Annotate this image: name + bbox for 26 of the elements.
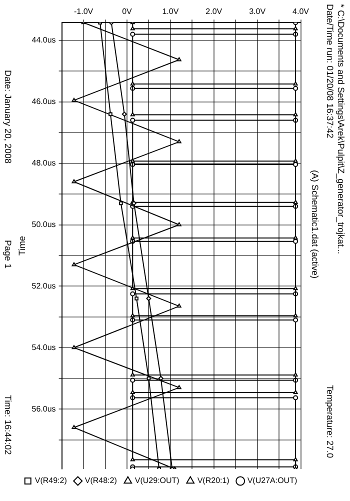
- y-tick-label: 52.0us: [32, 281, 56, 290]
- text: Temperature: 27.0: [324, 385, 335, 458]
- text: Time: 16:44:02: [2, 395, 13, 455]
- y-tick-label: 56.0us: [32, 404, 56, 414]
- text: Date/Time run: 01/20/08 16:37:42: [324, 4, 335, 138]
- legend-label: V(U29:OUT): [134, 476, 180, 486]
- y-axis-title: Time: [16, 236, 27, 256]
- y-tick-label: 50.0us: [32, 220, 56, 229]
- legend-label: V(U27A:OUT): [247, 476, 298, 486]
- y-tick-label: 48.0us: [32, 158, 56, 168]
- legend-label: V(R48:2): [84, 476, 118, 486]
- x-tick-label: -1.0V: [74, 7, 94, 16]
- x-tick-label: 0V: [122, 7, 133, 16]
- x-tick-label: 1.0V: [162, 7, 180, 16]
- text: * C:\Documents and Settings\Arek\Pulpit\Z_generator_trojkat...: [335, 4, 346, 254]
- x-tick-label: 3.0V: [249, 7, 266, 16]
- text: Date: January 20, 2008: [2, 70, 13, 164]
- x-tick-label: 4.0V: [292, 7, 310, 16]
- text: Page 1: [2, 240, 13, 269]
- legend-label: V(R49:2): [34, 476, 68, 486]
- y-tick-label: 44.0us: [32, 36, 56, 45]
- text: (A) Schematic1.dat (active): [309, 170, 320, 279]
- y-tick-label: 54.0us: [32, 342, 56, 352]
- y-tick-label: 46.0us: [32, 97, 56, 106]
- x-tick-label: 2.0V: [206, 7, 223, 16]
- legend-label: V(R20:1): [197, 476, 230, 486]
